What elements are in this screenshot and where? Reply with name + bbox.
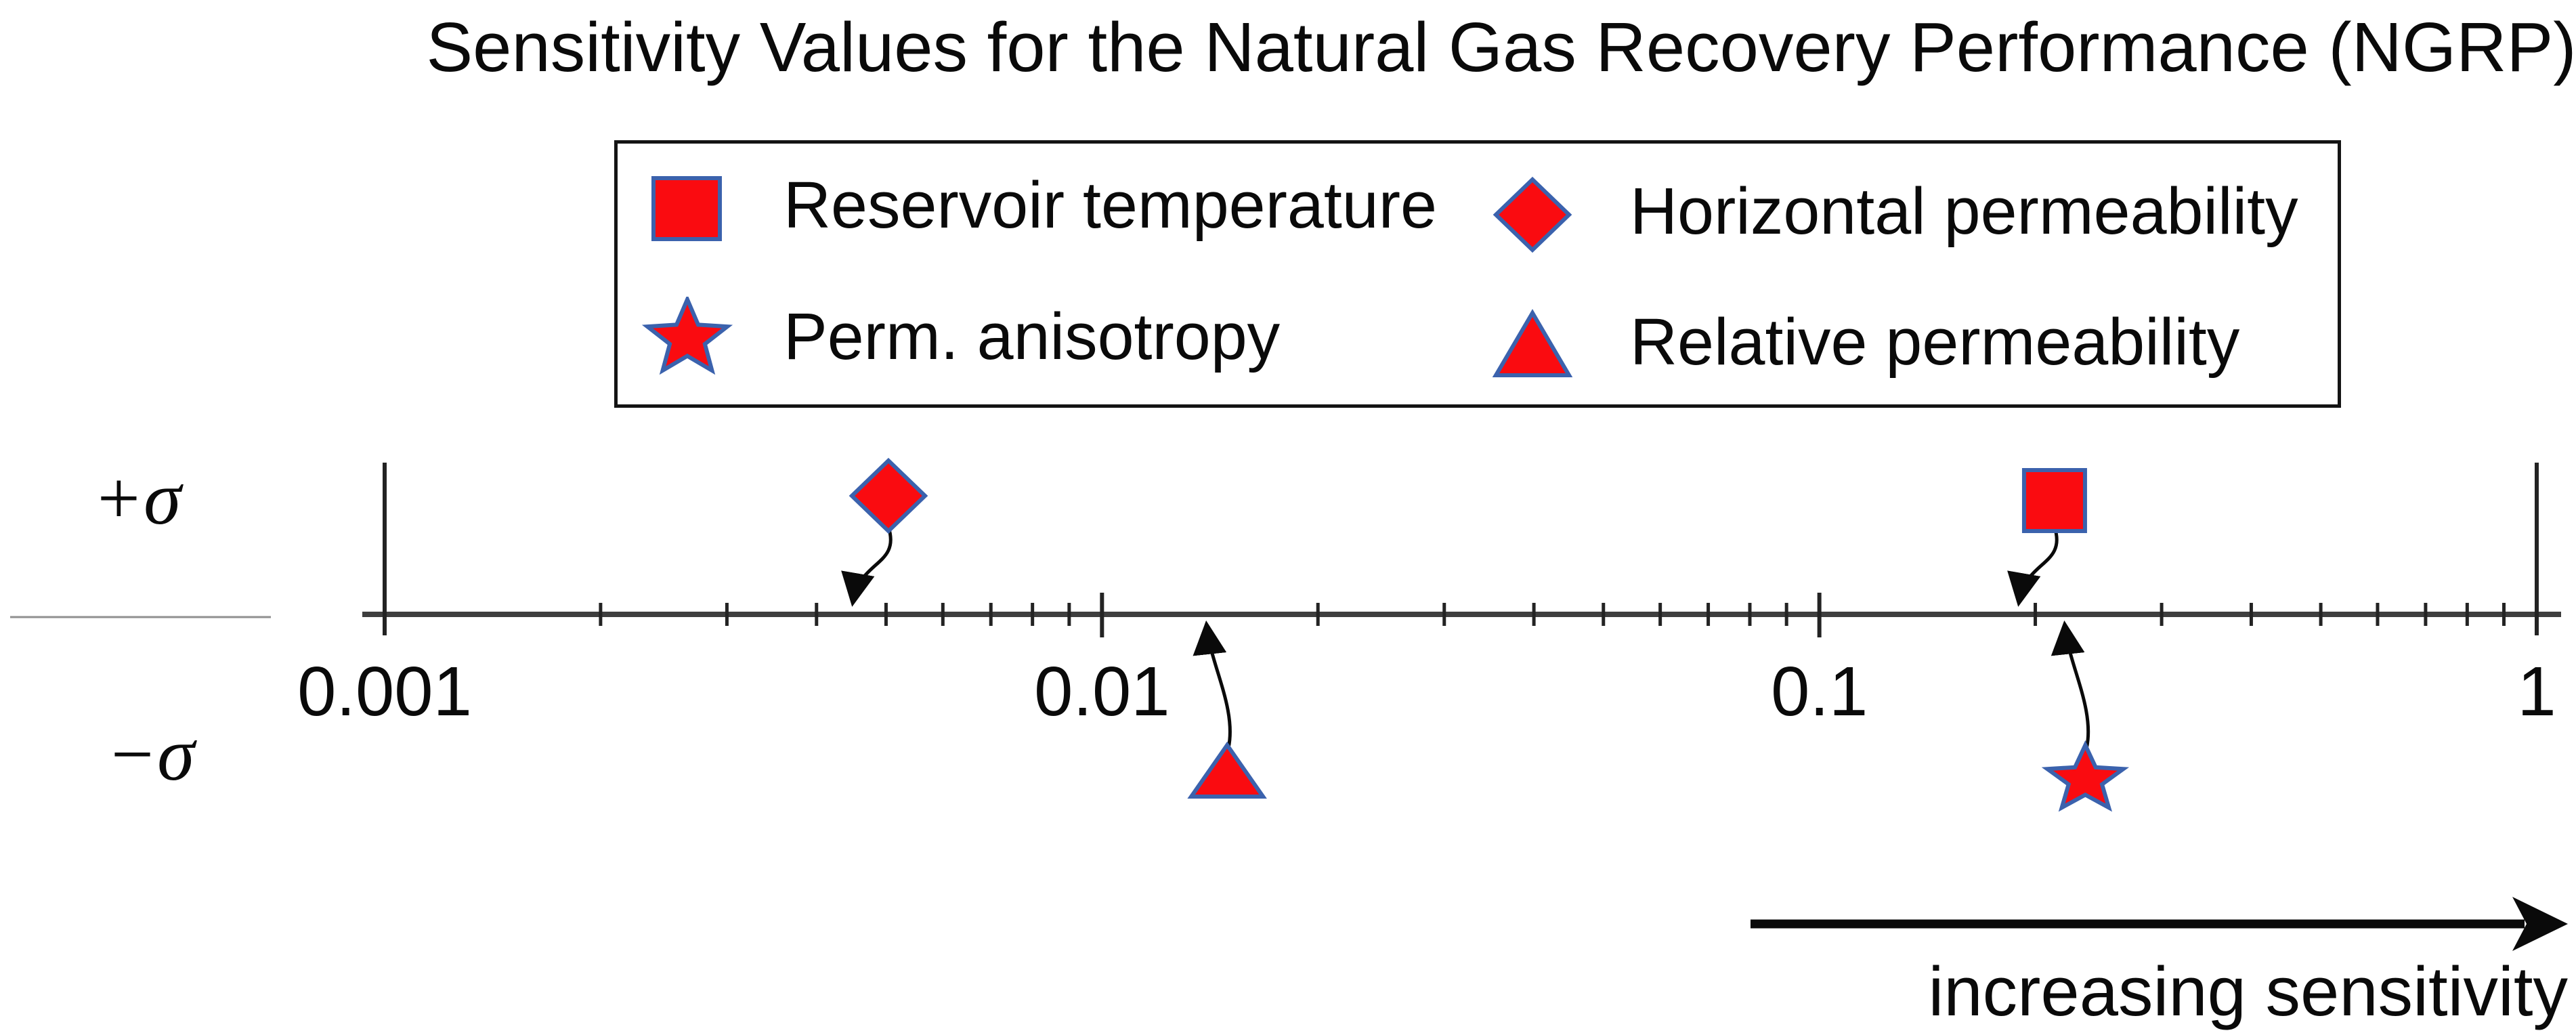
tick-label-1: 1 xyxy=(2517,652,2556,730)
plus-sigma-label: +σ xyxy=(92,457,181,541)
legend-box xyxy=(614,140,2341,408)
legend-star-icon xyxy=(641,297,733,375)
legend-label-reservoir-temperature: Reservoir temperature xyxy=(783,168,1437,242)
legend-square-icon xyxy=(651,176,722,241)
legend-diamond-icon xyxy=(1493,176,1572,253)
legend-label-relative-permeability: Relative permeability xyxy=(1630,305,2240,379)
legend-triangle-icon xyxy=(1492,309,1573,377)
legend-label-perm-anisotropy: Perm. anisotropy xyxy=(783,299,1281,373)
legend-label-horizontal-permeability: Horizontal permeability xyxy=(1630,174,2298,248)
minus-sigma-label: −σ xyxy=(106,713,195,797)
tick-label-0001: 0.001 xyxy=(297,652,472,730)
increasing-sensitivity-label: increasing sensitivity xyxy=(1928,952,2568,1030)
tick-label-001: 0.01 xyxy=(1034,652,1170,730)
tick-label-01: 0.1 xyxy=(1771,652,1868,730)
chart-title: Sensitivity Values for the Natural Gas R… xyxy=(426,8,2576,86)
